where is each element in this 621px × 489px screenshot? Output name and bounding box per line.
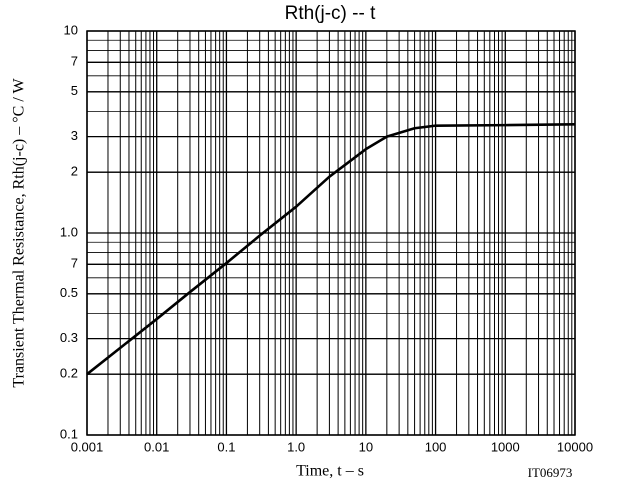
figure-id: IT06973 [528, 465, 573, 480]
plot-frame [86, 30, 576, 436]
y-tick-label: 10 [64, 22, 78, 37]
y-tick-label: 0.2 [60, 366, 78, 381]
x-tick-label: 10 [359, 439, 373, 454]
y-axis-label: Transient Thermal Resistance, Rth(j-c) –… [11, 78, 28, 388]
x-tick-label: 1000 [491, 439, 520, 454]
y-tick-label: 5 [71, 83, 78, 98]
x-tick-label: 1.0 [287, 439, 305, 454]
x-tick-label: 0.01 [144, 439, 169, 454]
x-tick-label: 0.001 [71, 439, 104, 454]
y-tick-label: 7 [71, 256, 78, 271]
curve [86, 123, 576, 376]
x-tick-label: 0.1 [217, 439, 235, 454]
chart-title: Rth(j-c) -- t [285, 3, 376, 24]
y-tick-label: 1.0 [60, 224, 78, 239]
y-tick-label: 0.3 [60, 330, 78, 345]
y-tick-label: 2 [71, 164, 78, 179]
y-tick-label: 0.1 [60, 426, 78, 441]
y-tick-label: 0.5 [60, 285, 78, 300]
x-tick-label: 100 [425, 439, 447, 454]
y-tick-label: 7 [71, 54, 78, 69]
x-tick-label: 10000 [557, 439, 593, 454]
y-tick-label: 3 [71, 128, 78, 143]
x-axis-label: Time, t – s [296, 463, 364, 480]
